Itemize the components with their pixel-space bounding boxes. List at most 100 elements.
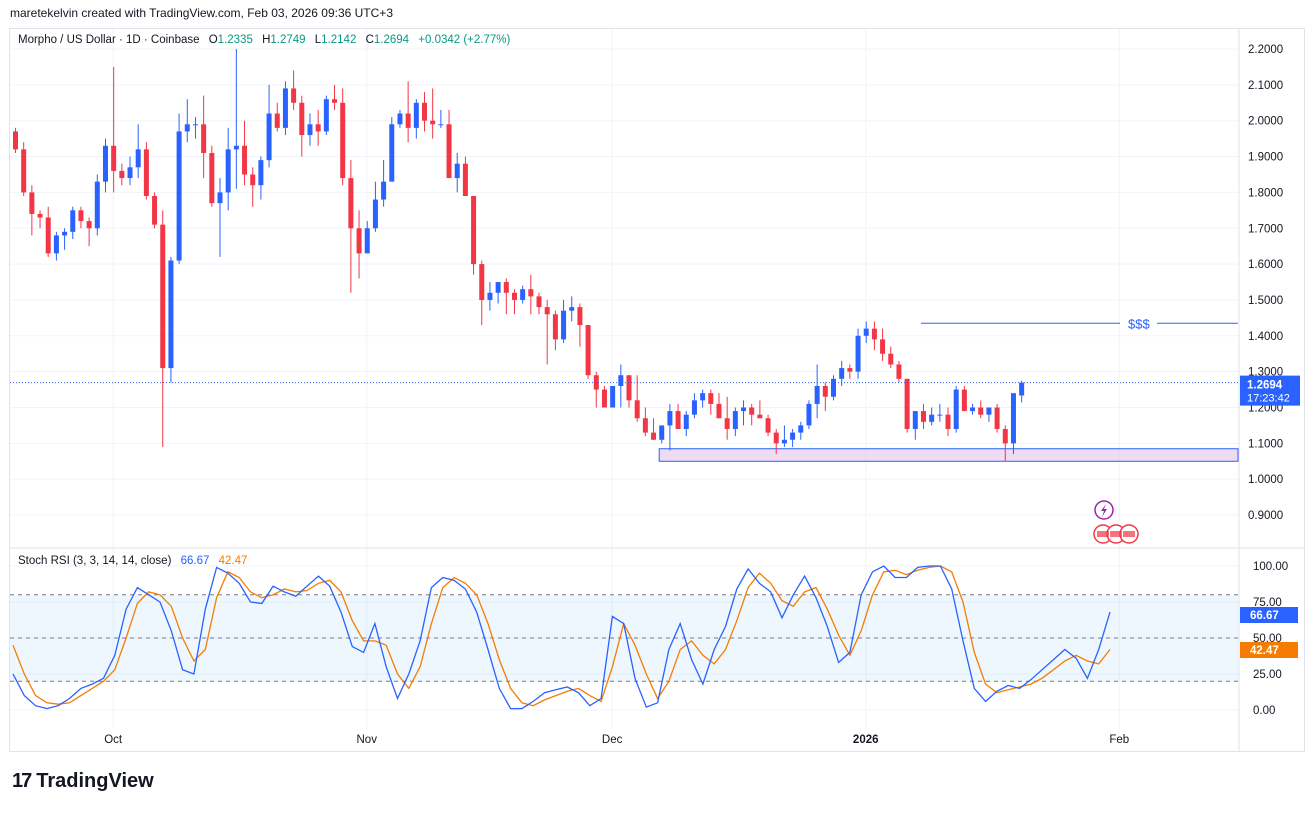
candle-body xyxy=(863,328,869,336)
candle-body xyxy=(274,113,280,128)
candle xyxy=(389,117,395,182)
time-tick-label: Dec xyxy=(602,734,623,746)
candle-body xyxy=(53,235,59,254)
candle xyxy=(471,195,477,275)
candle-body xyxy=(176,131,182,261)
stoch-rsi-d: 42.47 xyxy=(218,555,248,567)
stoch-rsi-title[interactable]: Stoch RSI (3, 3, 14, 14, close) xyxy=(18,555,172,567)
candle xyxy=(700,389,706,408)
candle-body xyxy=(970,407,976,412)
candle-body xyxy=(577,307,583,326)
attribution: maretekelvin created with TradingView.co… xyxy=(10,6,393,20)
candle xyxy=(716,393,722,419)
symbol-name[interactable]: Morpho / US Dollar · 1D · Coinbase xyxy=(18,34,200,46)
candle-body xyxy=(217,192,223,204)
candle-body xyxy=(520,289,526,300)
candle-body xyxy=(242,145,248,175)
candle xyxy=(348,160,354,293)
candle-body xyxy=(642,418,648,433)
price-badge: 1.2694 17:23:42 xyxy=(1240,375,1300,406)
candle xyxy=(659,425,665,444)
rsi-band-lines xyxy=(10,594,1239,682)
candle xyxy=(945,407,951,437)
candle-body xyxy=(397,113,403,125)
price-tick-label: 1.5000 xyxy=(1248,295,1283,307)
candle xyxy=(757,400,763,419)
price-tick-label: 1.4000 xyxy=(1248,331,1283,343)
stoch-d-line xyxy=(12,565,1111,707)
candle-body xyxy=(13,131,18,150)
tradingview-logo-icon: 17 xyxy=(12,770,32,792)
candle-body xyxy=(291,88,297,103)
candle xyxy=(749,403,755,426)
candle-body xyxy=(62,231,68,236)
candle xyxy=(21,142,27,196)
candle-body xyxy=(724,418,730,430)
low-value: 1.2142 xyxy=(321,34,357,46)
candle-body xyxy=(618,375,624,386)
candle xyxy=(29,185,35,236)
price-legend: Morpho / US Dollar · 1D · Coinbase O1.23… xyxy=(18,34,510,46)
candle xyxy=(520,285,526,304)
candle-body xyxy=(781,439,787,444)
candle-body xyxy=(70,210,76,232)
candle-body xyxy=(356,228,362,254)
candle xyxy=(1002,425,1008,462)
candle-body xyxy=(307,124,313,136)
event-icons[interactable] xyxy=(1093,500,1139,544)
candle-body xyxy=(413,102,419,128)
candle xyxy=(585,325,591,379)
candle xyxy=(667,403,673,451)
candle-body xyxy=(250,174,256,186)
candle-body xyxy=(806,403,812,426)
candle xyxy=(863,321,869,343)
candle xyxy=(307,113,313,146)
time-tick-label: Nov xyxy=(357,734,378,746)
candle xyxy=(904,378,910,433)
candle-body xyxy=(953,389,959,430)
candle-body xyxy=(233,145,239,150)
candle-body xyxy=(1002,429,1008,444)
price-badge-bg xyxy=(1240,375,1300,406)
candle xyxy=(62,228,68,250)
candle xyxy=(201,95,207,179)
tradingview-brand[interactable]: 17 TradingView xyxy=(12,770,154,793)
d-value-badge-text: 42.47 xyxy=(1250,645,1279,657)
price-tick-label: 0.9000 xyxy=(1248,510,1283,522)
candle xyxy=(536,292,542,315)
candle xyxy=(111,66,117,193)
candle-body xyxy=(651,432,657,440)
candle xyxy=(839,360,845,386)
candle-body xyxy=(757,414,763,419)
candle xyxy=(593,371,599,408)
d-value-badge-bg xyxy=(1240,642,1298,658)
candle xyxy=(78,206,84,229)
chart-frame[interactable]: $$$ 2.2000 2.1000 2.0000 1.9000 1.8000 1.7000… xyxy=(9,28,1305,752)
candle xyxy=(13,127,18,153)
change-value: +0.0342 (+2.77%) xyxy=(418,34,511,46)
flag-stripes-1 xyxy=(1097,531,1109,537)
candle-body xyxy=(978,407,984,415)
candle xyxy=(119,163,125,186)
support-zone xyxy=(658,448,1239,462)
candle xyxy=(732,407,738,437)
candle xyxy=(430,88,436,139)
candle xyxy=(888,346,894,369)
stoch-k-line xyxy=(12,565,1111,710)
candle-body xyxy=(454,163,460,179)
candles xyxy=(13,49,1025,462)
candle-body xyxy=(569,307,575,311)
candle xyxy=(814,364,820,419)
candle-body xyxy=(479,264,485,300)
rsi-tick-label: 0.00 xyxy=(1253,705,1275,717)
candle-body xyxy=(716,403,722,419)
chart-canvas[interactable]: $$$ 2.2000 2.1000 2.0000 1.9000 1.8000 1.7000… xyxy=(10,29,1304,751)
candle-body xyxy=(896,364,902,379)
candle xyxy=(192,117,198,139)
candle-body xyxy=(880,339,886,354)
candle-body xyxy=(839,368,845,379)
candle xyxy=(397,109,403,128)
candle xyxy=(880,328,886,361)
candle xyxy=(422,92,427,132)
candle-body xyxy=(986,407,992,415)
